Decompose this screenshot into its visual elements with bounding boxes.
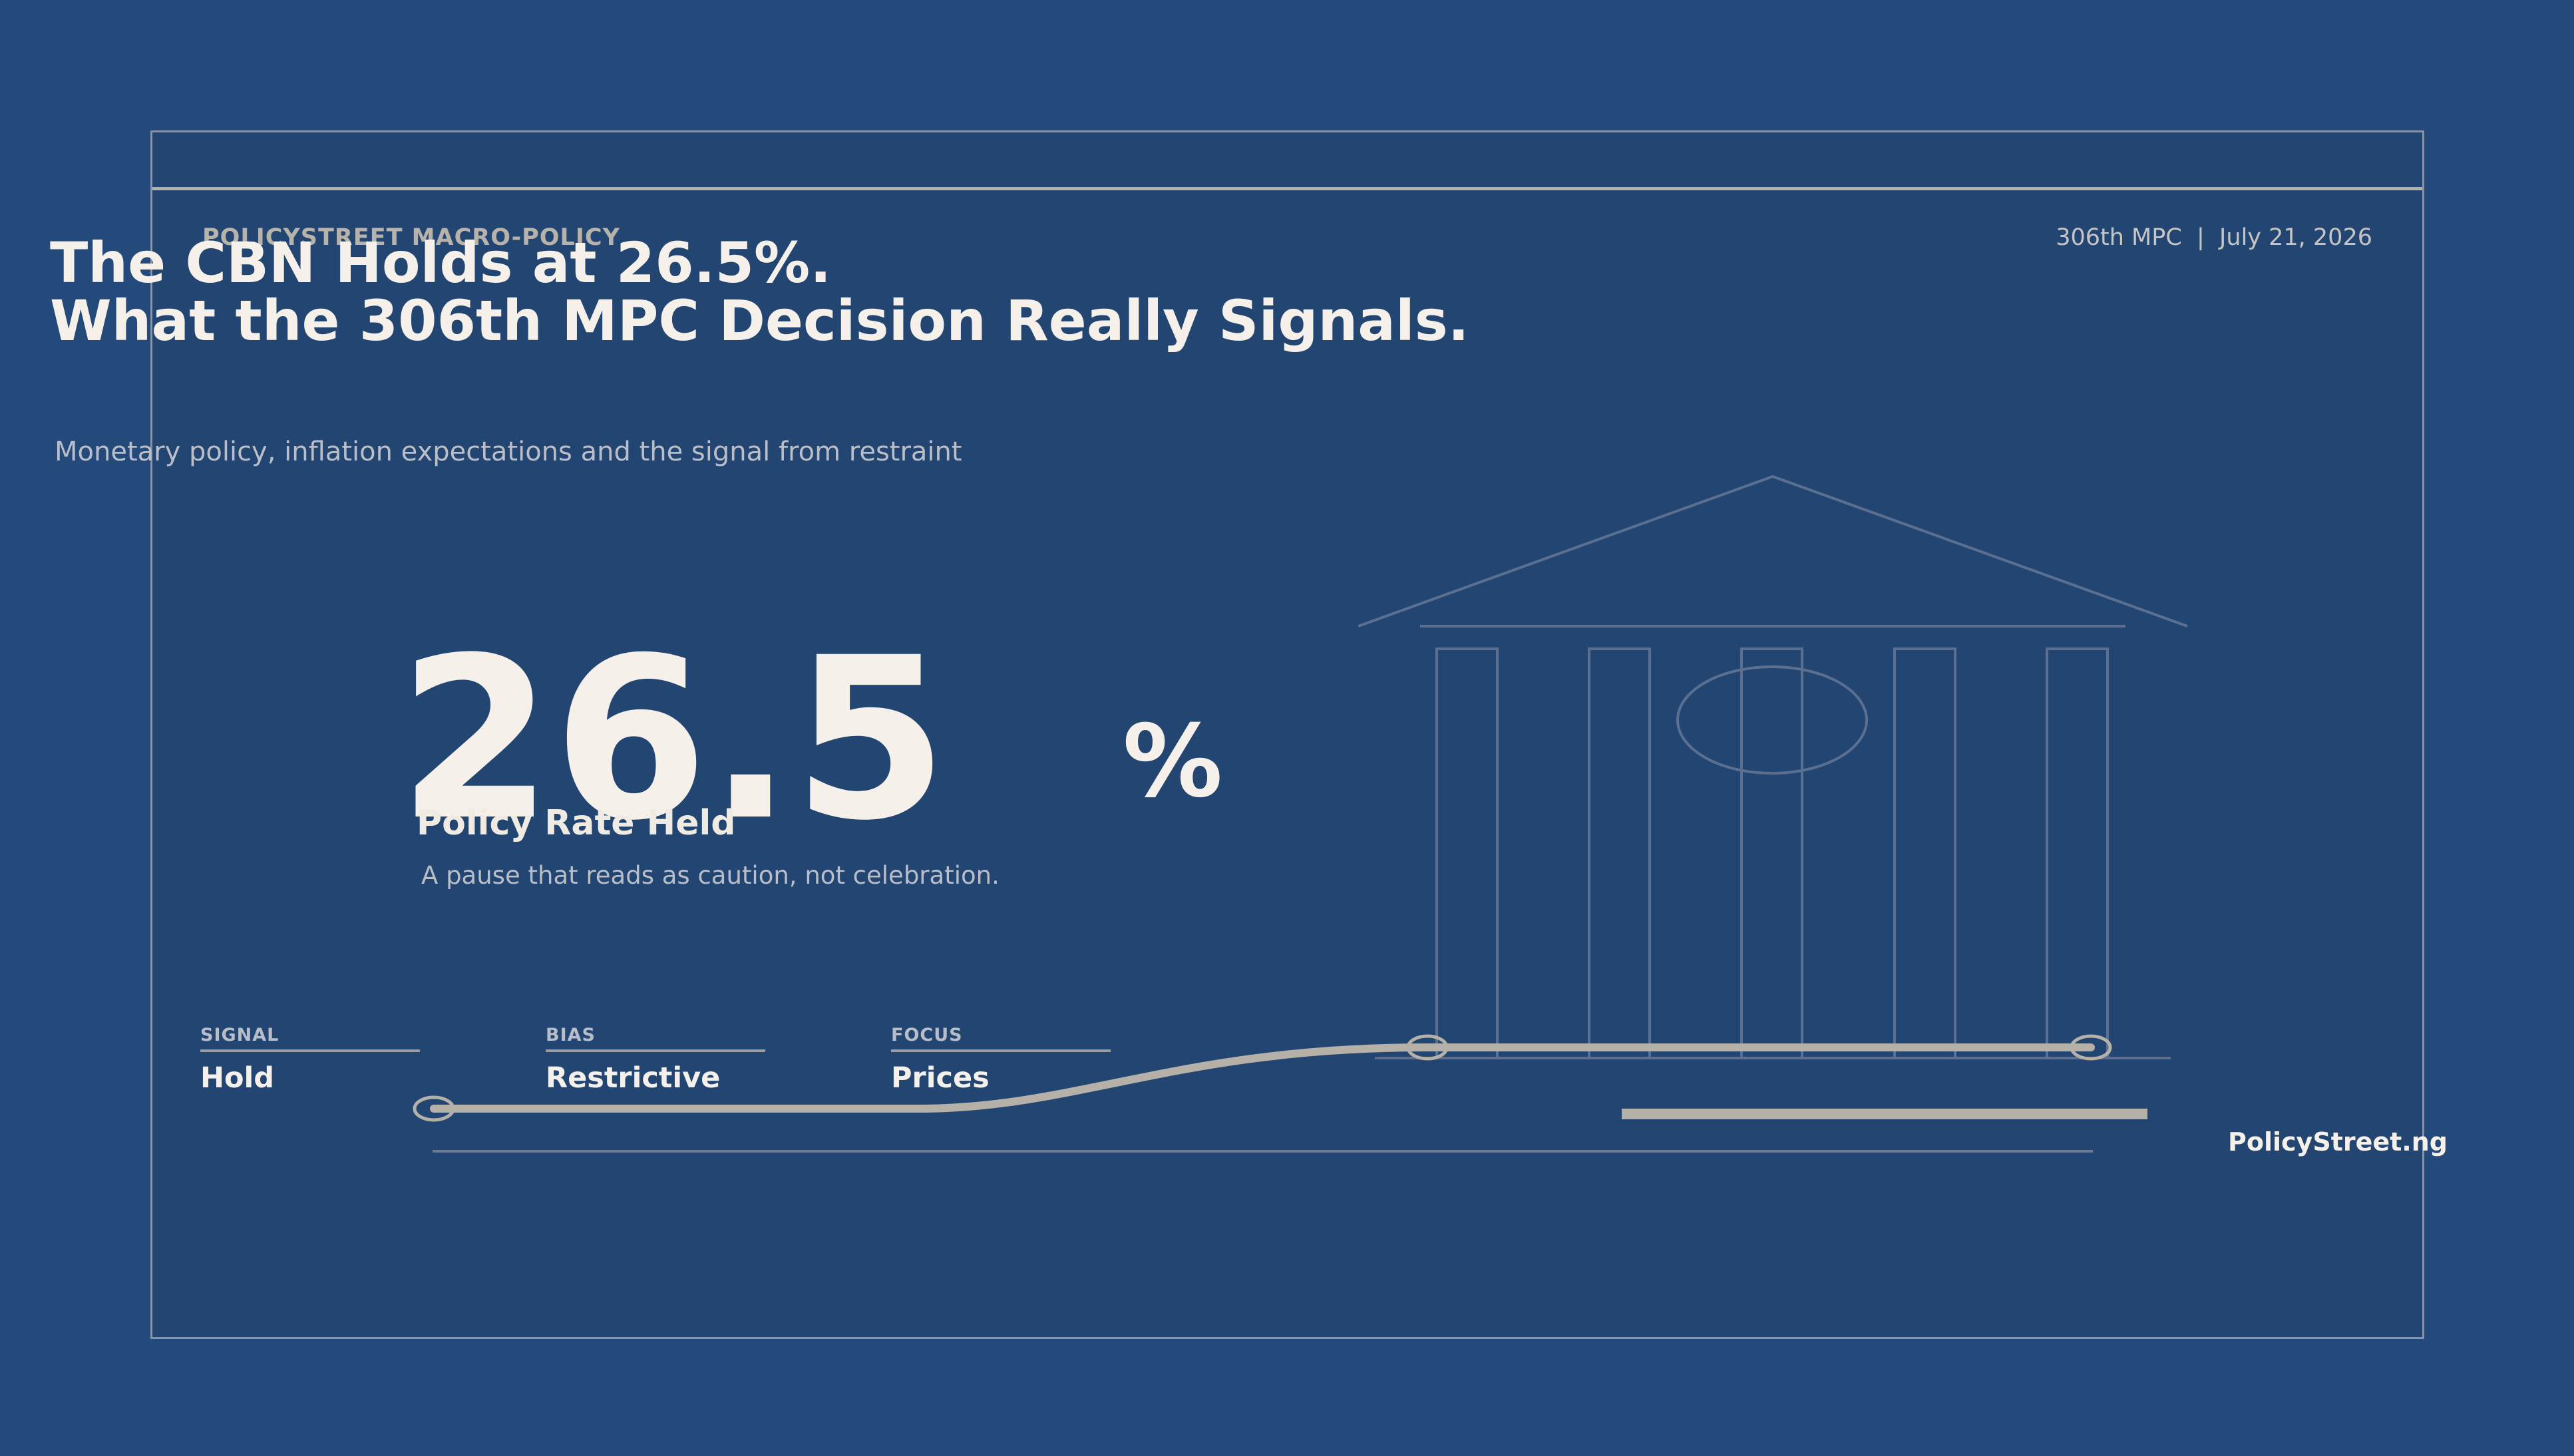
stat-label: SIGNAL xyxy=(200,1025,420,1052)
meeting-meta: 306th MPC | July 21, 2026 xyxy=(2056,224,2372,251)
stat-signal: SIGNAL Hold xyxy=(200,1025,420,1095)
policy-rate-value: 26.5 xyxy=(398,610,948,870)
stat-focus: FOCUS Prices xyxy=(891,1025,1111,1095)
headline-line-1: The CBN Holds at 26.5%. xyxy=(50,230,832,295)
stat-value: Restrictive xyxy=(546,1061,721,1095)
headline-line-2: What the 306th MPC Decision Really Signa… xyxy=(50,288,1469,353)
stat-bias: BIAS Restrictive xyxy=(546,1025,765,1095)
brand-label: POLICYSTREET MACRO-POLICY xyxy=(202,224,620,251)
stat-value: Hold xyxy=(200,1061,275,1095)
footer-accent-bar xyxy=(1622,1109,2147,1119)
rate-path-line-icon xyxy=(413,1034,2112,1153)
top-rule xyxy=(152,187,2422,190)
card-frame: POLICYSTREET MACRO-POLICY 306th MPC | Ju… xyxy=(150,130,2424,1339)
policy-rate-label: Policy Rate Held xyxy=(417,803,736,843)
stat-label: FOCUS xyxy=(891,1025,1111,1052)
footer-site-name: PolicyStreet.ng xyxy=(2228,1127,2448,1157)
policy-rate-unit: % xyxy=(1123,704,1223,820)
stat-label: BIAS xyxy=(546,1025,765,1052)
headline: The CBN Holds at 26.5%. What the 306th M… xyxy=(50,234,1469,350)
stat-value: Prices xyxy=(891,1061,990,1095)
central-bank-building-icon xyxy=(1358,474,2188,1059)
subtitle: Monetary policy, inflation expectations … xyxy=(55,437,962,467)
policy-rate-caption: A pause that reads as caution, not celeb… xyxy=(421,861,1000,890)
